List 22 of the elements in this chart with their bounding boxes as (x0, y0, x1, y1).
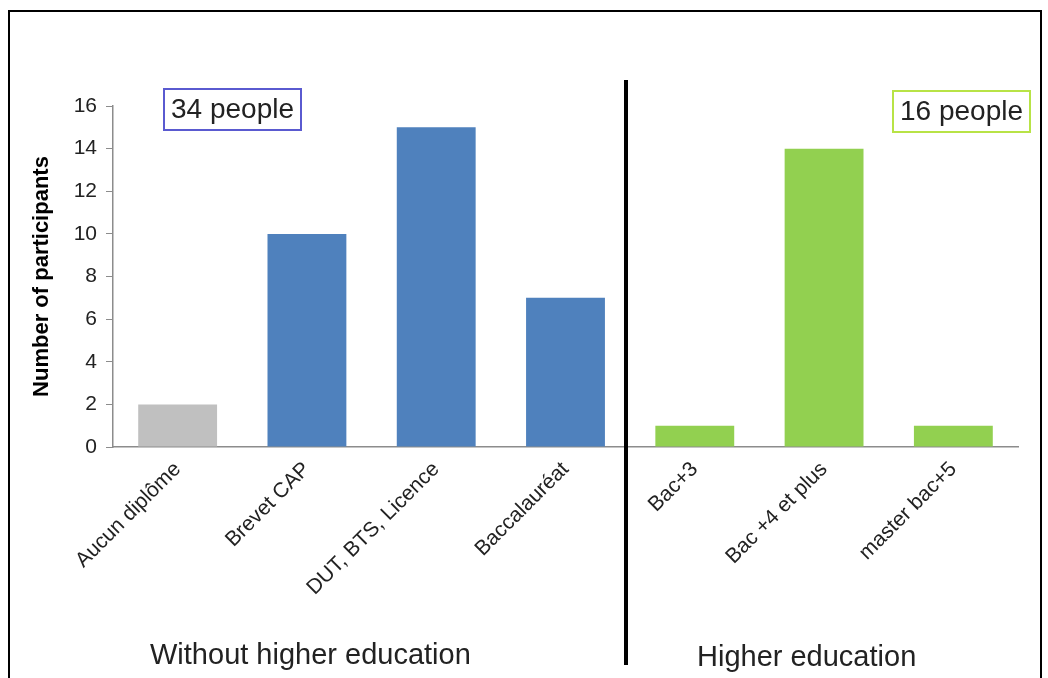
text: Higher education (697, 640, 917, 672)
bar (655, 425, 735, 447)
y-axis-title: Number of participants (28, 156, 54, 397)
annotation: 16 people (892, 90, 1032, 133)
y-tick-label: 0 (85, 433, 97, 457)
bar (913, 425, 993, 447)
bar (396, 127, 476, 447)
y-tick-label: 10 (73, 220, 97, 244)
y-tick-label: 16 (73, 92, 97, 116)
bar (526, 297, 605, 447)
y-tick-label: 12 (73, 178, 97, 202)
annotation: 34 people (163, 88, 303, 131)
x-tick-label: Bac +4 et plus (720, 456, 831, 568)
y-tick-label: 14 (73, 135, 98, 159)
text: Without higher education (150, 638, 471, 670)
bar (784, 148, 864, 447)
bar (138, 404, 218, 447)
y-tick-label: 6 (85, 305, 97, 329)
bar (267, 233, 347, 447)
y-tick-label: 4 (85, 348, 98, 372)
y-tick-label: 8 (85, 263, 97, 287)
y-tick-label: 2 (85, 391, 97, 415)
